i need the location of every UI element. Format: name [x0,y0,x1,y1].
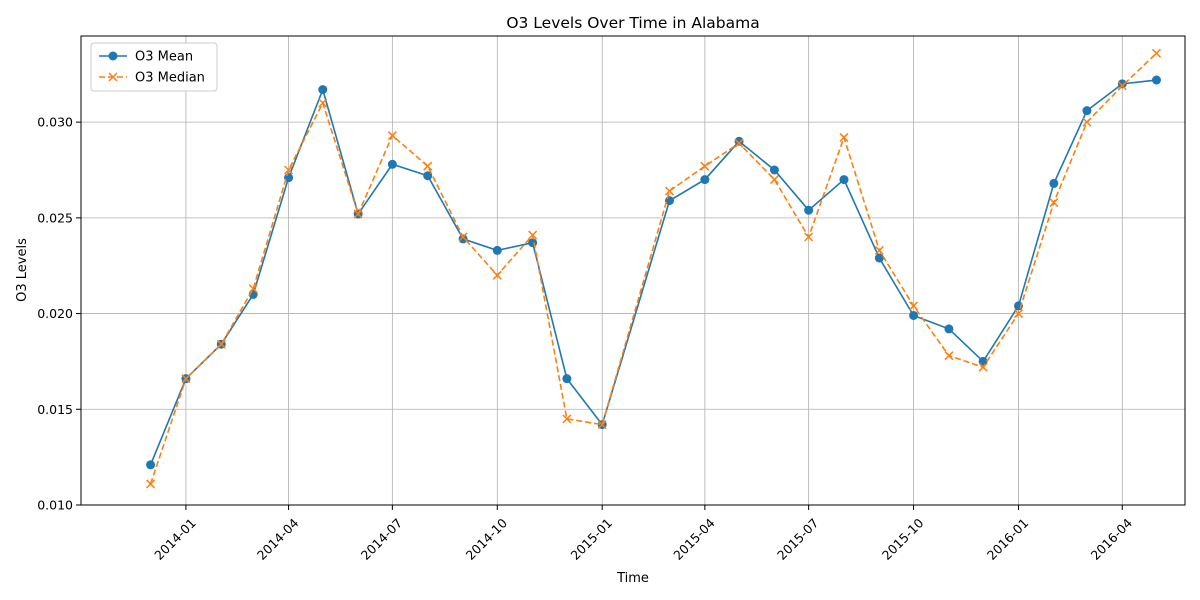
o3-mean-point [909,311,918,320]
o3-mean-point [875,254,884,263]
x-tick-label: 2015-07 [774,515,822,563]
o3-median-point [840,133,848,141]
o3-median-point [945,352,953,360]
o3-mean-point [735,137,744,146]
x-tick-label: 2014-04 [254,515,302,563]
x-tick-label: 2014-10 [463,515,511,563]
o3-mean-point [562,374,571,383]
legend: O3 Mean O3 Median [91,43,217,91]
o3-mean-series [146,76,1161,470]
x-axis-label: Time [616,571,649,586]
x-tick-label: 2014-07 [358,515,406,563]
o3-mean-point [1049,179,1058,188]
y-tick-label: 0.030 [37,115,73,130]
o3-mean-point [770,166,779,175]
o3-mean-line [151,80,1157,465]
series-layer [146,49,1161,488]
o3-mean-point [1082,106,1091,115]
chart-title: O3 Levels Over Time in Alabama [506,14,759,32]
x-tick-label: 2016-01 [984,515,1032,563]
o3-median-point [424,162,432,170]
o3-mean-point [1152,76,1161,85]
o3-mean-point [493,246,502,255]
o3-median-series [147,49,1161,488]
x-tick-label: 2015-10 [879,515,927,563]
legend-marker-o3-mean [109,52,118,61]
o3-mean-point [944,324,953,333]
y-tick-label: 0.020 [37,306,73,321]
x-tick-label: 2015-01 [568,515,616,563]
o3-mean-point [804,206,813,215]
x-tick-label: 2016-04 [1088,515,1136,563]
y-tick-label: 0.015 [37,402,73,417]
o3-median-point [1152,49,1160,57]
o3-median-point [319,99,327,107]
x-tick-label: 2015-04 [670,515,718,563]
legend-label-o3-median: O3 Median [135,71,205,86]
axis-ticks: 2014-01 2014-04 2014-07 2014-10 2015-01 2015-… [37,115,1135,563]
grid-lines [81,36,1185,505]
o3-median-point [147,480,155,488]
y-tick-label: 0.025 [37,210,73,225]
o3-mean-point [700,175,709,184]
x-tick-label: 2014-01 [151,515,199,563]
o3-mean-point [318,85,327,94]
o3-median-line [151,53,1157,484]
o3-mean-point [388,160,397,169]
o3-median-point [770,176,778,184]
legend-label-o3-mean: O3 Mean [135,50,193,65]
y-axis-label: O3 Levels [15,238,30,302]
plot-frame [81,36,1185,505]
y-tick-label: 0.010 [37,498,73,513]
o3-mean-point [839,175,848,184]
o3-mean-point [146,460,155,469]
o3-median-point [1050,199,1058,207]
